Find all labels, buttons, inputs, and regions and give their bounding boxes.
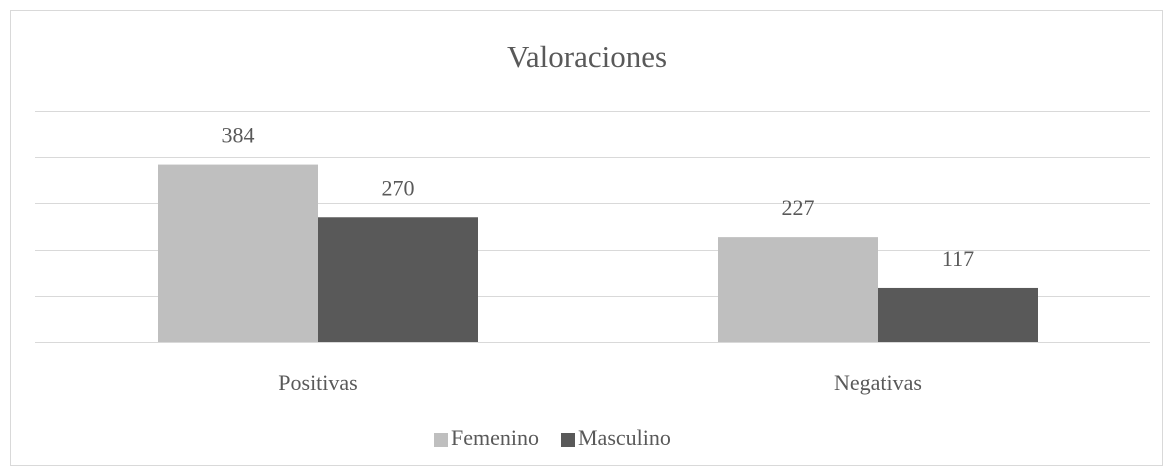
legend-swatch [561, 433, 575, 447]
data-label: 227 [782, 195, 815, 220]
x-tick-label: Positivas [278, 370, 357, 395]
legend-swatch [434, 433, 448, 447]
x-tick-label: Negativas [834, 370, 922, 395]
legend-label: Femenino [451, 425, 539, 450]
data-label: 270 [382, 175, 415, 200]
bar [878, 287, 1038, 342]
data-label: 117 [942, 246, 974, 271]
bar [718, 237, 878, 342]
bar [158, 164, 318, 342]
chart-title: Valoraciones [507, 39, 667, 74]
bar [318, 217, 478, 342]
data-label: 384 [222, 123, 255, 148]
legend-label: Masculino [578, 425, 671, 450]
